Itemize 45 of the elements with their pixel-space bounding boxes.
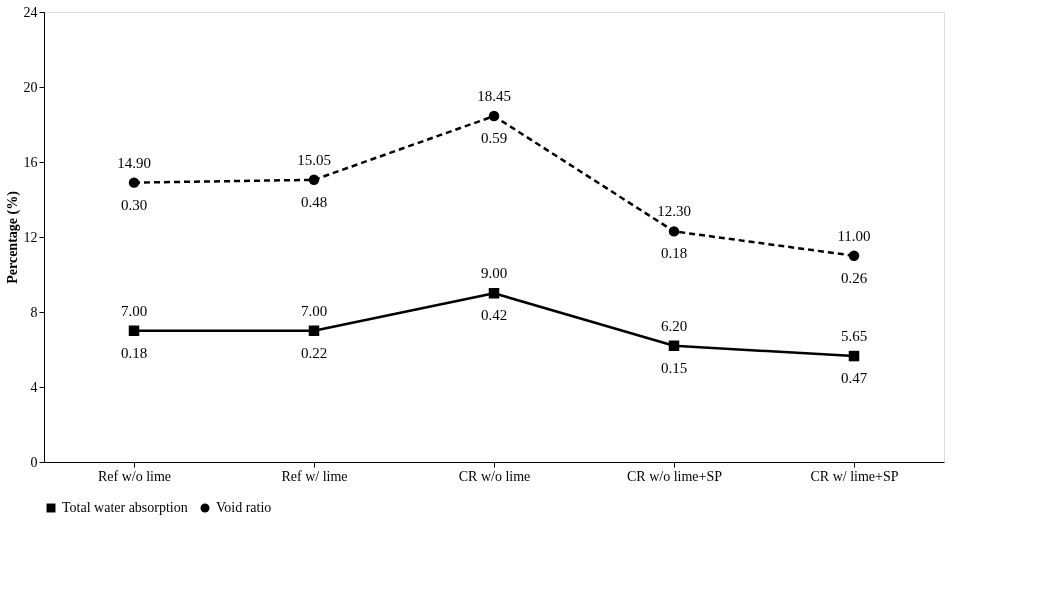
x-tick-label: Ref w/ lime [281,468,348,484]
point [308,325,320,336]
annotation: 0.18 [120,344,148,361]
y-tick-label: 20 [23,79,38,95]
y-tick-label: 16 [23,154,38,170]
point [668,340,680,351]
point [128,325,140,336]
legend-label: Void ratio [216,500,272,515]
data-label: 7.00 [300,302,328,319]
data-label: 6.20 [660,317,688,334]
y-tick-label: 4 [30,379,38,395]
annotation: 0.48 [300,193,328,210]
y-tick-label: 24 [23,4,38,20]
data-label: 18.45 [477,88,511,105]
point [848,350,860,362]
annotation: 0.26 [840,269,868,286]
point [488,110,500,122]
annotation: 0.15 [660,359,688,376]
point [848,250,860,261]
data-label: 12.30 [657,203,691,220]
annotation: 0.47 [840,370,868,387]
x-tick-label: CR w/o lime [458,468,531,484]
x-tick-label: CR w/ lime+SP [810,468,899,484]
annotation: 0.22 [300,344,328,361]
annotation: 0.42 [480,307,508,324]
data-label: 11.00 [837,227,871,244]
point [128,177,140,188]
annotation: 0.30 [120,196,148,213]
data-label: 7.00 [120,302,148,319]
point [308,174,320,186]
x-tick-label: CR w/o lime+SP [626,468,723,484]
x-tick-label: Ref w/o lime [97,468,172,484]
annotation: 0.18 [660,245,688,262]
point [488,288,500,299]
legend-label: Total water absorption [62,500,188,515]
y-axis-title: Percentage (%) [4,190,21,284]
y-tick-label: 12 [23,229,38,245]
data-label: 14.90 [117,154,151,171]
data-label: 9.00 [480,265,508,282]
point [668,226,680,237]
y-tick-label: 8 [30,304,38,320]
y-tick-label: 0 [30,454,38,470]
data-label: 15.05 [297,151,331,168]
data-label: 5.65 [840,328,868,345]
annotation: 0.59 [480,130,508,147]
